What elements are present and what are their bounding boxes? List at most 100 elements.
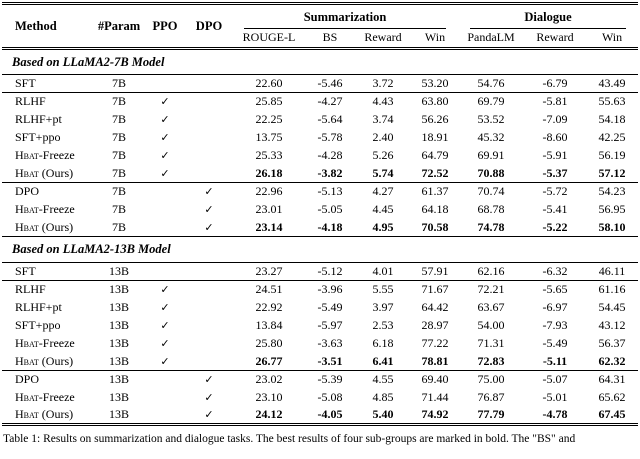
metric-value: 75.00: [477, 372, 505, 387]
metric-value: 72.21: [477, 282, 505, 297]
metric-value: 46.11: [586, 262, 639, 281]
metric-value: 23.27: [232, 262, 306, 281]
table-row: RLHF 7B ✓ 25.85 -4.27 4.43 63.80 69.79 -5.81 55.6…: [2, 93, 638, 111]
metric-value: 72.52: [412, 164, 459, 183]
metric-value: -4.28: [317, 148, 343, 162]
table-row: Hbat (Ours) 7B ✓ 23.14 -4.18 4.95 70.58 74.78 -5…: [2, 218, 639, 237]
metric-value: 67.45: [586, 406, 639, 426]
method-label: RLHF: [15, 282, 46, 297]
metric-value: -5.01: [542, 390, 568, 404]
metric-value: -6.97: [542, 300, 568, 314]
metric-value: 57.91: [412, 262, 459, 281]
metric-value: 71.67: [421, 282, 449, 297]
method-label: RLHF: [15, 94, 46, 109]
ppo-empty-cell: [144, 201, 186, 219]
metric-value: 23.10: [255, 390, 283, 404]
metric-value: 25.33: [255, 148, 283, 162]
param-value: 7B: [111, 130, 126, 144]
metric-value: 24.12: [232, 406, 306, 426]
table-row: SFT 7B 22.60 -5.46 3.72 53.20 54.76 -6.79 43.49: [2, 74, 639, 93]
dpo-check-icon: ✓: [186, 406, 232, 426]
metric-value: 74.92: [412, 406, 459, 426]
metric-value: 22.96: [255, 184, 283, 199]
method-label: SFT+ppo: [15, 318, 61, 332]
metric-value: 56.37: [598, 336, 626, 350]
metric-value: 25.80: [255, 336, 283, 350]
section-row: Based on LLaMA2-13B Model: [2, 236, 639, 263]
table-row: Hbat (Ours) 13B ✓ 24.12 -4.05 5.40 74.92 77.79-…: [2, 406, 639, 426]
dpo-empty-cell: [186, 281, 232, 299]
metric-value: -3.96: [317, 282, 343, 297]
section-row: Based on LLaMA2-7B Model: [2, 48, 639, 75]
col-header-pandalm: PandaLM: [458, 28, 525, 50]
metric-value: 70.88: [458, 164, 525, 183]
method-smallcaps: Hbat: [15, 336, 39, 350]
param-value: 13B: [94, 406, 144, 426]
ppo-check-icon: ✓: [160, 283, 170, 297]
metric-value: 4.01: [354, 262, 412, 281]
method-label: Hbat (Ours): [2, 218, 94, 237]
table-row: Hbat (Ours) 13B ✓ 26.77 -3.51 6.41 78.81 72.83-…: [2, 352, 639, 371]
table-row: SFT+ppo 13B ✓ 13.84 -5.97 2.53 28.97 54.00 -7.93…: [2, 317, 638, 335]
param-value: 7B: [111, 112, 126, 126]
method-label: SFT: [2, 74, 94, 93]
method-smallcaps: Hbat: [15, 219, 39, 234]
method-label: Hbat-Freeze: [15, 148, 75, 162]
col-header-dpo: DPO: [186, 3, 232, 50]
metric-value: 76.87: [477, 390, 505, 404]
group-header-summarization: Summarization: [232, 4, 458, 29]
metric-value: -4.78: [524, 406, 587, 426]
table-row: Hbat-Freeze 13B ✓ 25.80 -3.63 6.18 77.22 71.31 -…: [2, 335, 638, 353]
metric-value: -5.12: [306, 262, 354, 281]
metric-value: 72.83: [458, 352, 525, 371]
table-row: SFT 13B 23.27 -5.12 4.01 57.91 62.16 -6.32 46.11: [2, 262, 639, 281]
metric-value: -4.05: [306, 406, 354, 426]
metric-value: 64.18: [421, 202, 449, 216]
metric-value: -5.07: [542, 372, 568, 387]
metric-value: 2.40: [372, 130, 394, 144]
dpo-empty-cell: [186, 352, 232, 371]
metric-value: 4.45: [372, 202, 394, 216]
metric-value: 54.23: [598, 184, 626, 199]
ppo-check-icon: ✓: [160, 337, 170, 350]
metric-value: 58.10: [586, 218, 639, 237]
metric-value: 24.51: [255, 282, 283, 297]
metric-value: 45.32: [477, 130, 505, 144]
metric-value: 6.18: [372, 336, 394, 350]
param-value: 7B: [111, 148, 126, 162]
metric-value: 22.25: [255, 112, 283, 126]
table-header: Method #Param PPO DPO Summarization Dial…: [2, 3, 639, 50]
metric-value: 74.78: [458, 218, 525, 237]
metric-value: -5.81: [542, 94, 568, 109]
table-row: DPO 13B ✓ 23.02 -5.39 4.55 69.40 75.00 -5.07 64.3…: [2, 371, 638, 389]
ppo-check-icon: ✓: [144, 352, 186, 371]
param-value: 7B: [111, 202, 126, 216]
method-smallcaps: Hbat: [15, 165, 39, 180]
metric-value: 64.31: [598, 372, 626, 387]
col-header-reward-dial: Reward: [524, 28, 587, 50]
metric-value: -5.91: [542, 148, 568, 162]
table-row: RLHF+pt 13B ✓ 22.92 -5.49 3.97 64.42 63.67 -6.97…: [2, 299, 638, 317]
metric-value: 54.45: [598, 300, 626, 314]
ppo-check-icon: ✓: [160, 149, 170, 162]
table-row: Hbat (Ours) 7B ✓ 26.18 -3.82 5.74 72.52 70.88 -5…: [2, 164, 639, 183]
metric-value: 4.27: [372, 184, 394, 199]
metric-value: 77.22: [421, 336, 449, 350]
method-label: Hbat-Freeze: [15, 390, 75, 404]
metric-value: 69.40: [421, 372, 449, 387]
metric-value: -5.41: [542, 202, 568, 216]
col-header-method: Method: [2, 3, 94, 50]
metric-value: 63.67: [477, 300, 505, 314]
dpo-check-icon: ✓: [204, 185, 214, 199]
col-header-ppo: PPO: [144, 3, 186, 50]
metric-value: -5.11: [524, 352, 587, 371]
metric-value: 5.74: [354, 164, 412, 183]
dpo-empty-cell: [186, 317, 232, 335]
metric-value: -8.60: [542, 130, 568, 144]
group-header-dialogue: Dialogue: [458, 4, 638, 29]
results-table: Method #Param PPO DPO Summarization Dial…: [2, 2, 639, 426]
param-value: 7B: [111, 94, 126, 109]
method-smallcaps: Hbat: [15, 390, 39, 404]
metric-value: 23.02: [255, 372, 283, 387]
dpo-empty-cell: [186, 111, 232, 129]
